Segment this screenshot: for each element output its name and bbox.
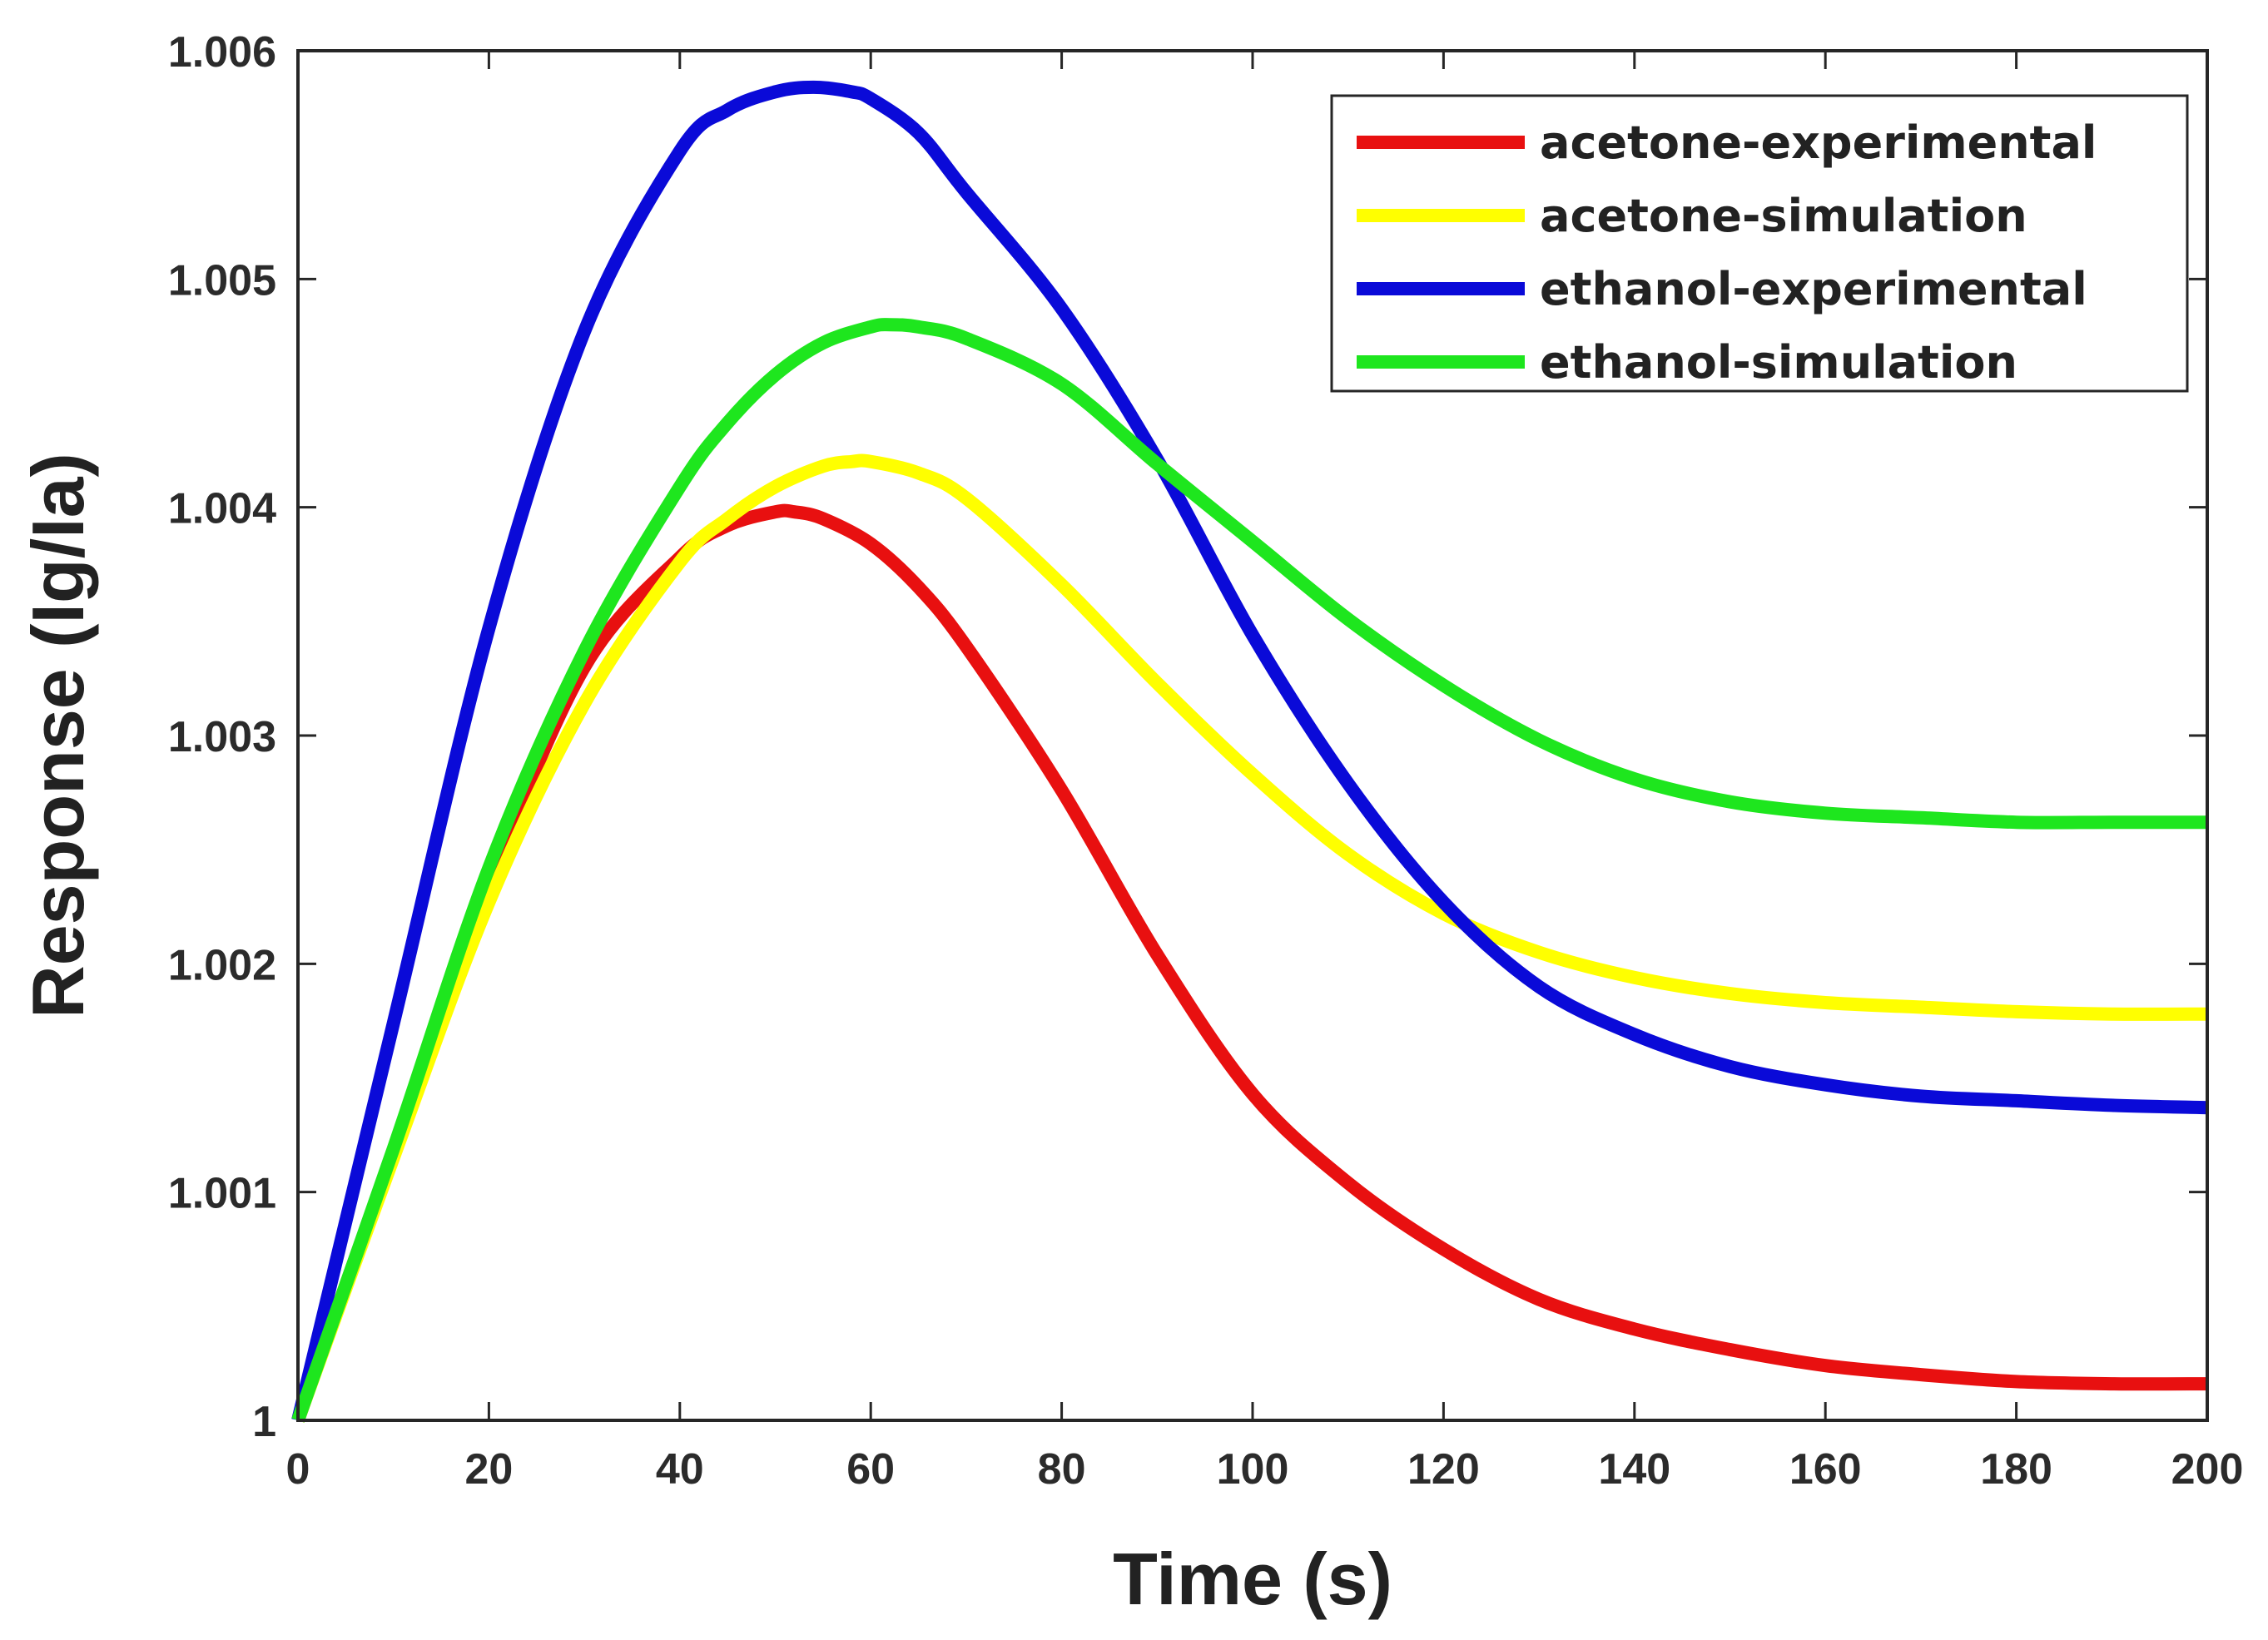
x-tick-label: 160 — [1789, 1445, 1862, 1494]
y-tick-label: 1 — [252, 1398, 276, 1446]
series-line-ethanol-simulation — [291, 318, 2207, 1423]
y-tick-label: 1.004 — [168, 485, 276, 533]
x-tick-label: 140 — [1598, 1445, 1670, 1494]
x-tick-label: 60 — [846, 1445, 895, 1494]
y-axis-title: Response (Ig/Ia) — [17, 453, 99, 1018]
legend-label-ethanol-experimental: ethanol-experimental — [1540, 263, 2087, 315]
series-line-acetone-simulation — [291, 453, 2208, 1423]
x-tick-label: 200 — [2171, 1445, 2244, 1494]
legend-label-ethanol-simulation: ethanol-simulation — [1540, 336, 2017, 389]
y-tick-label: 1.003 — [168, 713, 276, 761]
legend: acetone-experimental acetone-simulation et… — [1330, 94, 2189, 393]
x-tick-label: 180 — [1980, 1445, 2052, 1494]
y-tick-label: 1.002 — [168, 941, 276, 989]
series-layer — [291, 80, 2208, 1423]
y-tick-label: 1.001 — [168, 1170, 276, 1218]
legend-label-acetone-experimental: acetone-experimental — [1540, 116, 2097, 169]
legend-label-acetone-simulation: acetone-simulation — [1540, 190, 2027, 242]
x-tick-label: 100 — [1217, 1445, 1289, 1494]
x-tick-label: 20 — [464, 1445, 513, 1494]
y-tick-label: 1.006 — [168, 28, 276, 77]
x-tick-label: 120 — [1407, 1445, 1480, 1494]
x-axis-title: Time (s) — [1113, 1538, 1392, 1620]
x-tick-label: 0 — [286, 1445, 310, 1494]
tick-layer: 0 20 40 60 80 100 120 140 160 180 200 1 1.001 1.002 1.… — [168, 28, 2244, 1494]
x-tick-label: 40 — [656, 1445, 704, 1494]
y-tick-label: 1.005 — [168, 256, 276, 305]
x-tick-label: 80 — [1038, 1445, 1086, 1494]
series-line-ethanol-experimental — [291, 80, 2208, 1422]
